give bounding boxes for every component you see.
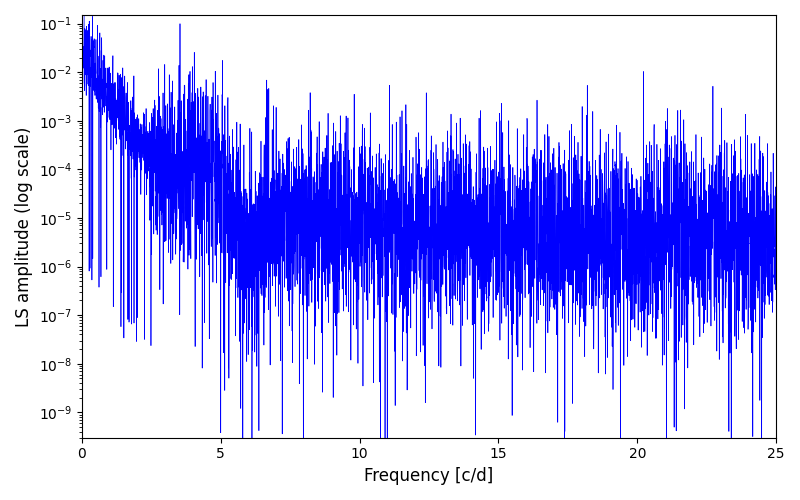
Y-axis label: LS amplitude (log scale): LS amplitude (log scale) (15, 126, 33, 326)
X-axis label: Frequency [c/d]: Frequency [c/d] (364, 467, 494, 485)
